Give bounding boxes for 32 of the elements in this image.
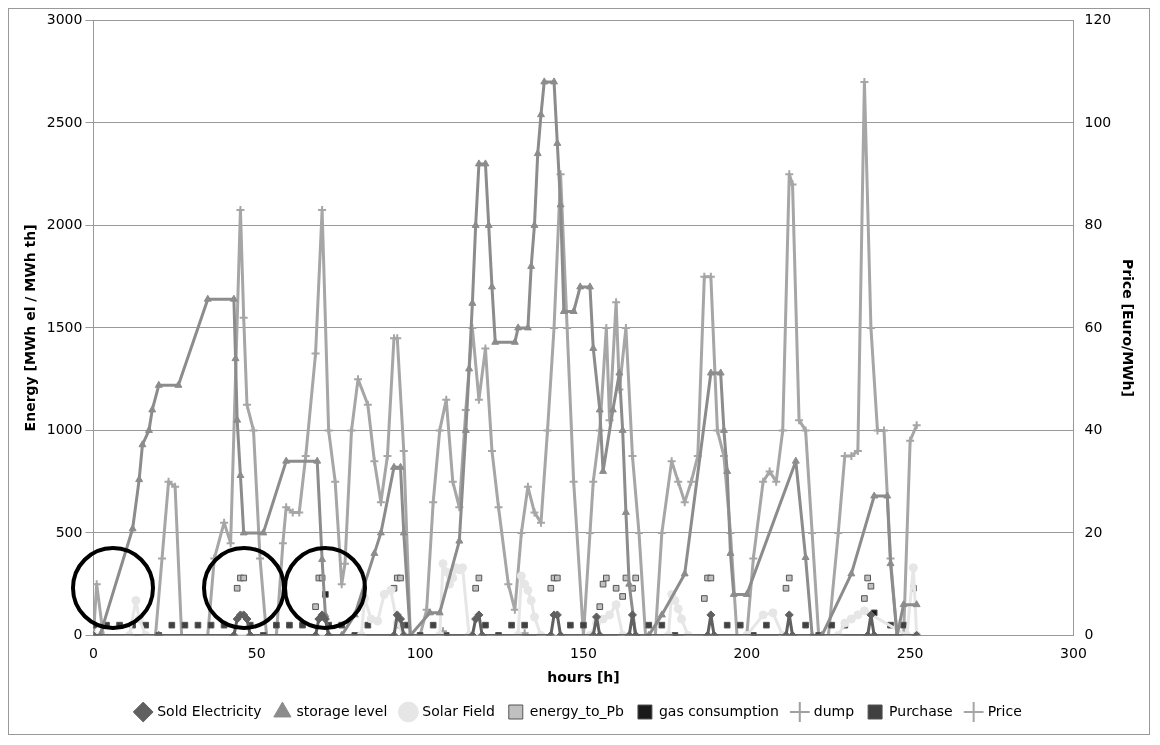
y2-tick-label: 60 — [1084, 318, 1103, 335]
y2-tick-label: 0 — [1084, 626, 1094, 643]
y2-tick-label: 100 — [1084, 113, 1112, 130]
x-tick-label: 300 — [1060, 645, 1087, 662]
y2-tick-label: 20 — [1084, 523, 1103, 540]
y-tick-label: 1500 — [46, 318, 83, 335]
y-tick-label: 3000 — [46, 11, 83, 28]
y-axis-title: Energy [MWh el / MWh th] — [22, 224, 39, 432]
y-tick-label: 2500 — [46, 113, 83, 130]
x-tick-label: 150 — [570, 645, 597, 662]
legend-label: Solar Field — [422, 702, 495, 719]
y-tick-label: 2000 — [46, 216, 83, 233]
y2-axis-title: Price [Euro/MWh] — [1119, 258, 1136, 397]
legend-label: energy_to_Pb — [529, 702, 625, 719]
x-tick-label: 0 — [88, 645, 98, 662]
y2-tick-label: 120 — [1084, 11, 1112, 28]
x-tick-label: 250 — [896, 645, 924, 662]
legend-label: gas consumption — [658, 702, 779, 719]
legend-label: dump — [813, 702, 855, 719]
legend-label: Sold Electricity — [157, 702, 262, 719]
legend-label: Purchase — [889, 702, 953, 719]
y2-tick-label: 40 — [1084, 421, 1103, 438]
legend-label: storage level — [296, 702, 388, 719]
x-tick-label: 100 — [406, 645, 434, 662]
y-tick-label: 500 — [55, 523, 83, 540]
x-tick-label: 50 — [247, 645, 266, 662]
y-tick-label: 1000 — [46, 421, 83, 438]
legend-label: Price — [987, 702, 1022, 719]
x-axis-title: hours [h] — [547, 669, 620, 686]
x-tick-label: 200 — [733, 645, 761, 662]
y2-tick-label: 80 — [1084, 216, 1103, 233]
y-tick-label: 0 — [73, 626, 83, 643]
